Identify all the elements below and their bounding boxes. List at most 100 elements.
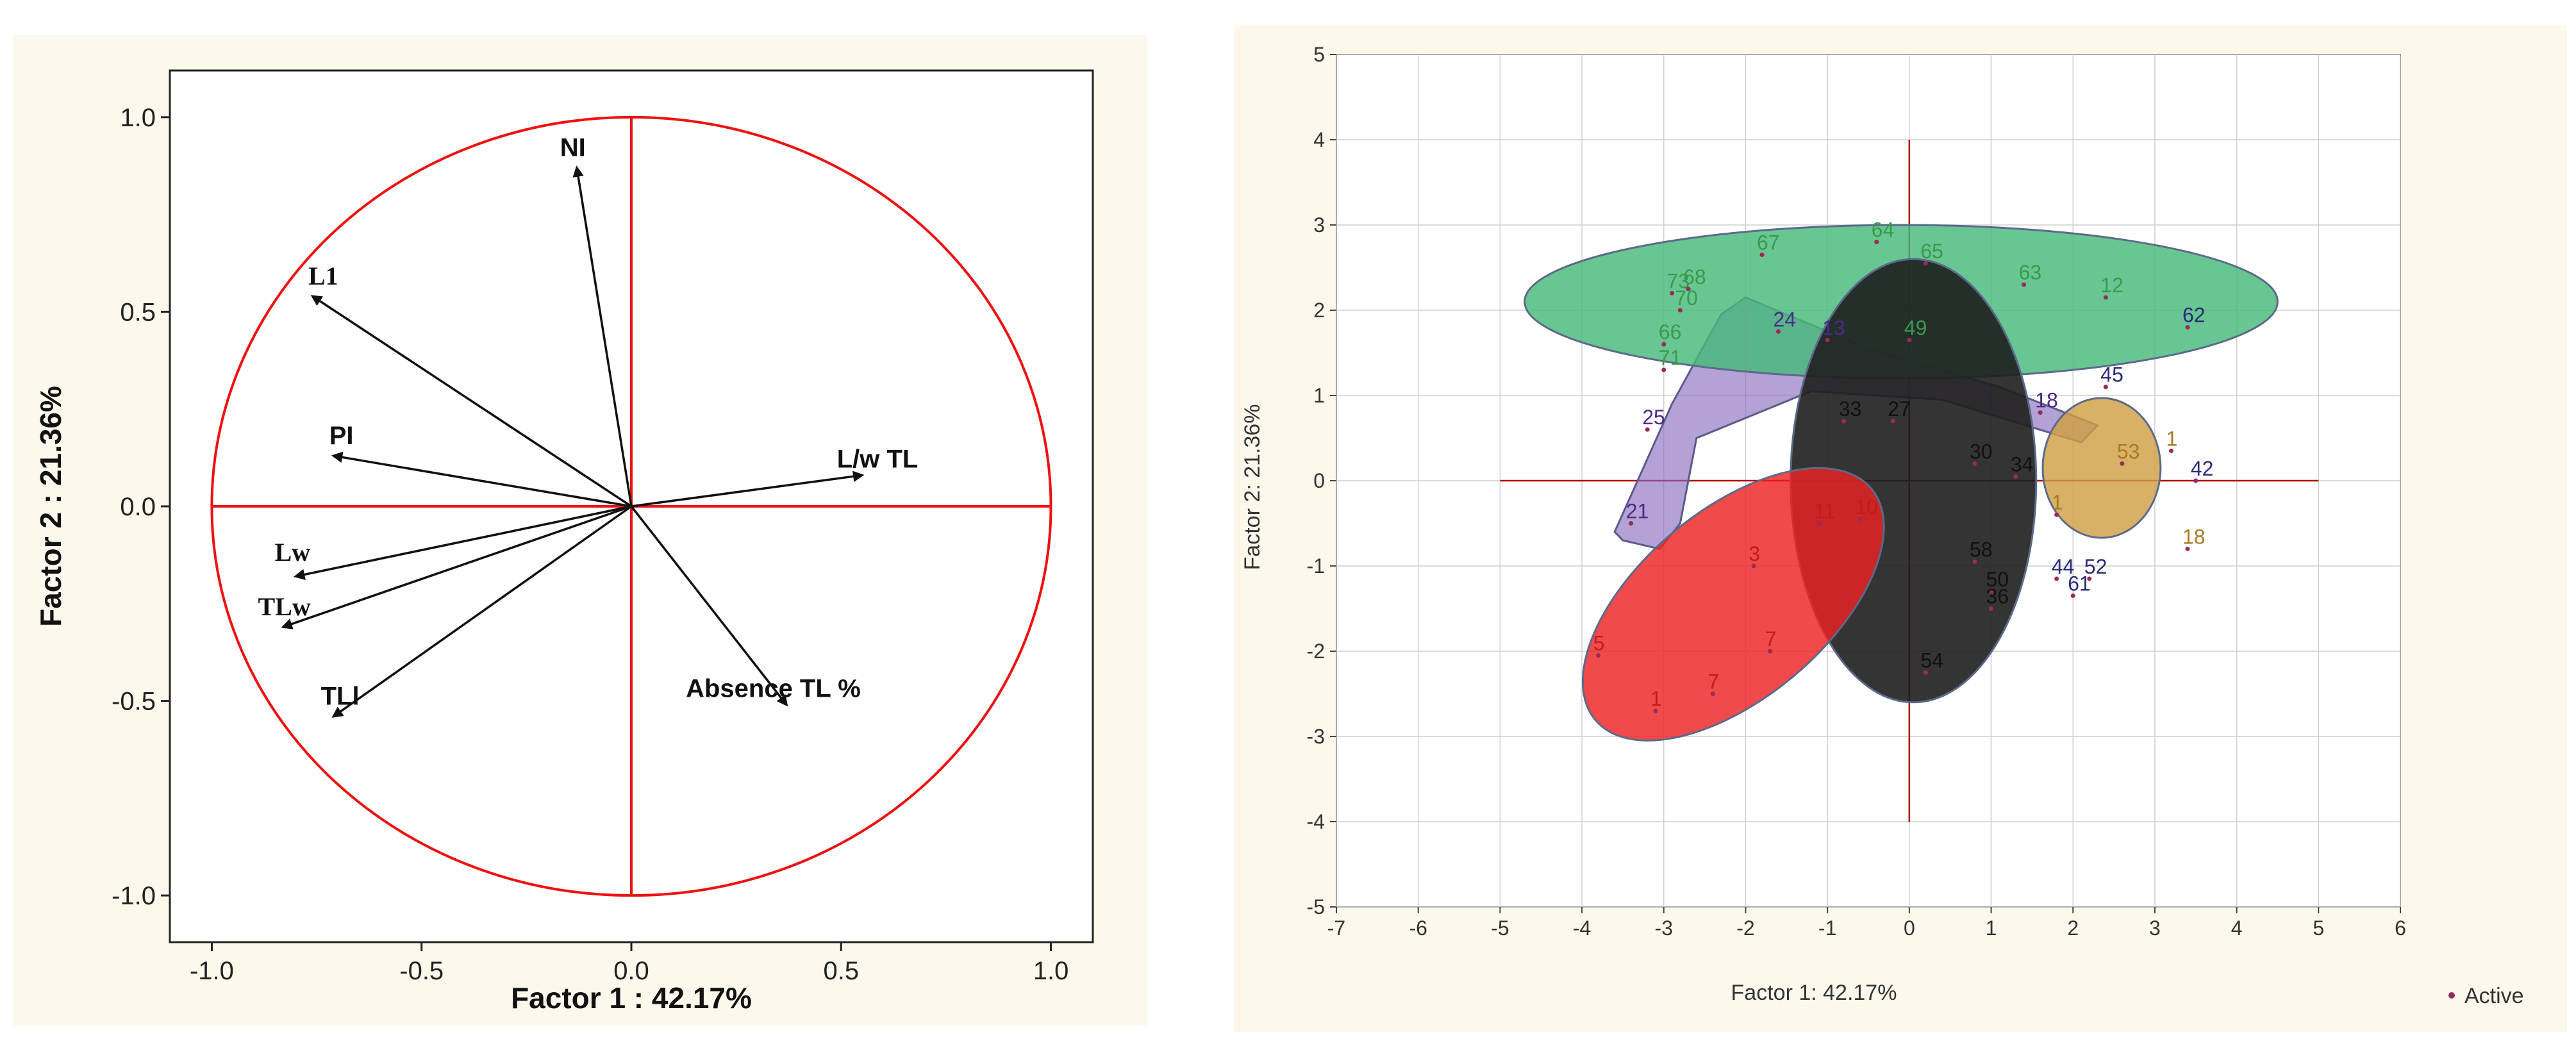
point-label: 58 [1970, 538, 1993, 561]
point-label: 36 [1986, 585, 2009, 608]
right-y-tick-label: -5 [1307, 895, 1325, 918]
vector-label: TLl [321, 683, 360, 711]
point-marker [2103, 385, 2108, 390]
left-x-tick-label: 0.5 [823, 957, 859, 985]
point-marker [1890, 419, 1895, 424]
point-marker [1751, 563, 1756, 569]
point-marker [2193, 478, 2198, 483]
group-ellipse [2041, 397, 2162, 539]
point-marker [1874, 240, 1879, 245]
point-marker [1710, 692, 1715, 696]
point-label: 12 [2100, 274, 2123, 297]
vector-label: PI [329, 422, 354, 450]
point-label: 44 [2052, 555, 2075, 578]
point-label: 34 [2011, 452, 2034, 476]
right-y-tick-label: 3 [1313, 213, 1325, 237]
point-marker [1972, 559, 1977, 564]
right-x-tick-label: -1 [1818, 917, 1836, 940]
right-y-tick-label: -3 [1307, 725, 1325, 748]
right-x-tick-label: 4 [2231, 917, 2243, 940]
left-tick-labels: -1.0 -0.5 0.0 0.5 1.0 1.0 0.5 0.0 -0.5 -1.0 [112, 104, 1068, 985]
point-label: 50 [1986, 568, 2009, 591]
vector-label: Absence TL % [686, 675, 861, 703]
right-y-tick-label: 5 [1313, 43, 1325, 66]
point-label: 10 [1855, 495, 1878, 519]
point-marker [1768, 649, 1773, 654]
point-marker [2120, 461, 2125, 466]
vector-label: TLw [258, 592, 310, 621]
vector-pi [331, 451, 632, 508]
point-label: 7 [1765, 627, 1777, 651]
vector-ni [572, 165, 633, 507]
point-marker [1923, 670, 1928, 675]
point-marker [2054, 576, 2059, 581]
vector-lw [293, 505, 632, 580]
vector-absence-tl- [630, 505, 788, 707]
point-label: 25 [1642, 406, 1665, 429]
right-y-tick-label: 0 [1313, 469, 1325, 492]
point-label: 1 [2166, 427, 2177, 450]
point-marker [2087, 576, 2092, 581]
left-y-axis-label: Factor 2 : 21.36% [34, 386, 67, 627]
point-marker [1653, 708, 1658, 713]
point-marker [1686, 286, 1691, 292]
left-y-tick-label: 0.0 [120, 493, 156, 521]
left-x-axis-label: Factor 1 : 42.17% [511, 981, 752, 1015]
point-marker [2185, 546, 2190, 551]
right-x-tick-label: -5 [1491, 917, 1509, 940]
right-y-tick-label: -4 [1307, 810, 1325, 833]
left-x-tick-label: -0.5 [399, 957, 444, 985]
vector-label: Lw [275, 538, 311, 567]
vector-label: L/w TL [837, 445, 918, 473]
right-x-tick-label: 3 [2149, 917, 2161, 940]
point-marker [1972, 461, 1977, 466]
left-x-tick-label: -1.0 [190, 957, 234, 985]
point-marker [2038, 410, 2043, 415]
right-x-axis-label: Factor 1: 42.17% [1731, 981, 1897, 1005]
vector-l-w-tl [631, 470, 865, 508]
point-label: 24 [1774, 308, 1797, 331]
left-y-tick-label: 0.5 [120, 298, 156, 326]
point-marker [1841, 419, 1847, 424]
point-label: 64 [1872, 219, 1895, 242]
right-x-tick-label: 6 [2395, 917, 2406, 940]
right-x-tick-label: -6 [1409, 917, 1427, 940]
point-marker [2168, 448, 2173, 453]
point-label: 61 [2068, 572, 2091, 595]
right-x-tick-label: 1 [1986, 917, 1997, 940]
point-label: 53 [2117, 440, 2140, 463]
right-y-tick-label: -1 [1307, 554, 1325, 577]
point-label: 21 [1626, 500, 1649, 523]
point-marker [1670, 290, 1675, 295]
point-label: 33 [1839, 397, 1862, 420]
point-label: 3 [1749, 542, 1760, 565]
point-marker [1759, 253, 1765, 258]
legend-active-label: Active [2464, 984, 2524, 1008]
point-label: 54 [1920, 649, 1943, 672]
point-label: 67 [1757, 231, 1780, 254]
point-label: 68 [1683, 265, 1706, 288]
legend-active-marker [2448, 992, 2455, 999]
point-marker [2013, 474, 2018, 479]
point-marker [2022, 282, 2027, 287]
left-vectors: NI L1 PI L/w TL Lw TLw TLl Absence TL % [258, 134, 918, 718]
point-marker [2103, 295, 2108, 300]
point-marker [1645, 427, 1650, 432]
left-y-tick-label: -1.0 [112, 882, 156, 910]
vector-label: NI [560, 134, 586, 162]
point-marker [1776, 329, 1781, 334]
vector-label: L1 [308, 262, 338, 290]
point-label: 65 [1920, 240, 1943, 263]
right-y-tick-label: 4 [1313, 128, 1325, 151]
point-marker [1677, 308, 1683, 313]
point-label: 70 [1675, 286, 1698, 310]
vector-tll [331, 505, 633, 718]
point-label: 63 [2019, 261, 2042, 284]
point-label: 1 [1650, 687, 1662, 710]
correlation-circle-chart: -1.0 -0.5 0.0 0.5 1.0 1.0 0.5 0.0 -0.5 -1.0 NI L1 P… [13, 35, 1147, 1025]
point-label: 1 [2052, 491, 2063, 514]
point-marker [2070, 594, 2075, 599]
